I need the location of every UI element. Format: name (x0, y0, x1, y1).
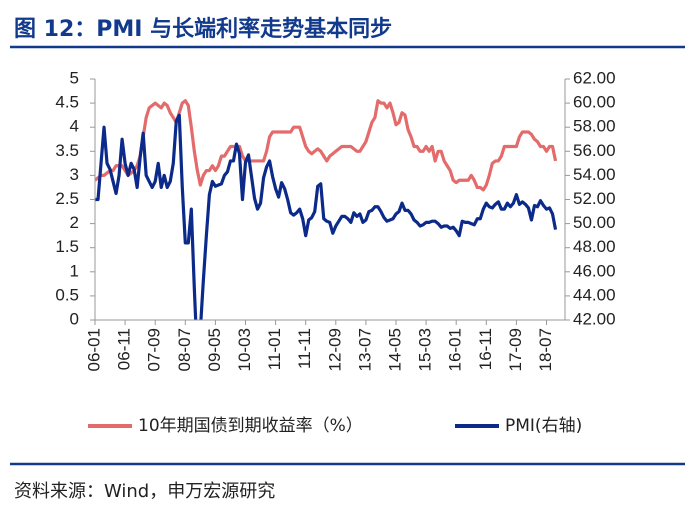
y-tick-label: 1.5 (55, 237, 79, 256)
x-tick-label: 15-03 (416, 328, 435, 371)
y2-tick-label: 48.00 (573, 237, 616, 256)
y2-tick-label: 50.00 (573, 213, 616, 232)
x-tick-label: 07-09 (145, 328, 164, 371)
x-tick-label: 16-01 (446, 328, 465, 371)
x-tick-label: 10-03 (235, 328, 254, 371)
y-tick-label: 3.5 (55, 141, 79, 160)
y2-tick-label: 44.00 (573, 285, 616, 304)
y-tick-label: 3 (70, 165, 79, 184)
x-tick-label: 06-01 (84, 328, 103, 371)
x-tick-label: 06-11 (115, 328, 134, 370)
y-tick-label: 2 (70, 213, 79, 232)
x-tick-label: 13-07 (355, 328, 374, 371)
y2-tick-label: 46.00 (573, 261, 616, 280)
y2-tick-label: 62.00 (573, 68, 616, 87)
x-tick-label: 11-11 (295, 328, 314, 369)
y-tick-label: 1 (70, 261, 79, 280)
y-tick-label: 4 (70, 117, 79, 136)
y2-tick-label: 42.00 (573, 309, 616, 328)
x-tick-label: 18-07 (536, 328, 555, 371)
x-tick-label: 12-09 (325, 328, 344, 371)
x-tick-label: 16-11 (476, 328, 495, 370)
y-tick-label: 4.5 (55, 93, 79, 112)
x-tick-label: 08-07 (175, 328, 194, 371)
y2-tick-label: 54.00 (573, 165, 616, 184)
x-tick-label: 17-09 (506, 328, 525, 371)
x-tick-label: 09-05 (205, 328, 224, 371)
legend-label: 10年期国债到期收益率（%） (138, 416, 363, 436)
y-tick-label: 0 (70, 309, 79, 328)
plot-area (95, 99, 558, 320)
y2-tick-label: 58.00 (573, 117, 616, 136)
y2-tick-label: 56.00 (573, 141, 616, 160)
y-tick-label: 0.5 (55, 285, 79, 304)
y-tick-label: 2.5 (55, 189, 79, 208)
x-tick-label: 14-05 (385, 328, 404, 371)
source: 资料来源：Wind，申万宏源研究 (14, 481, 275, 502)
y2-tick-label: 60.00 (573, 93, 616, 112)
series-line (95, 99, 558, 192)
legend-label: PMI(右轴) (505, 416, 582, 436)
series-line (95, 113, 558, 320)
chart-title: 图 12：PMI 与长端利率走势基本同步 (14, 16, 392, 42)
y-tick-label: 5 (70, 68, 79, 87)
y2-tick-label: 52.00 (573, 189, 616, 208)
x-tick-label: 11-01 (265, 328, 284, 370)
